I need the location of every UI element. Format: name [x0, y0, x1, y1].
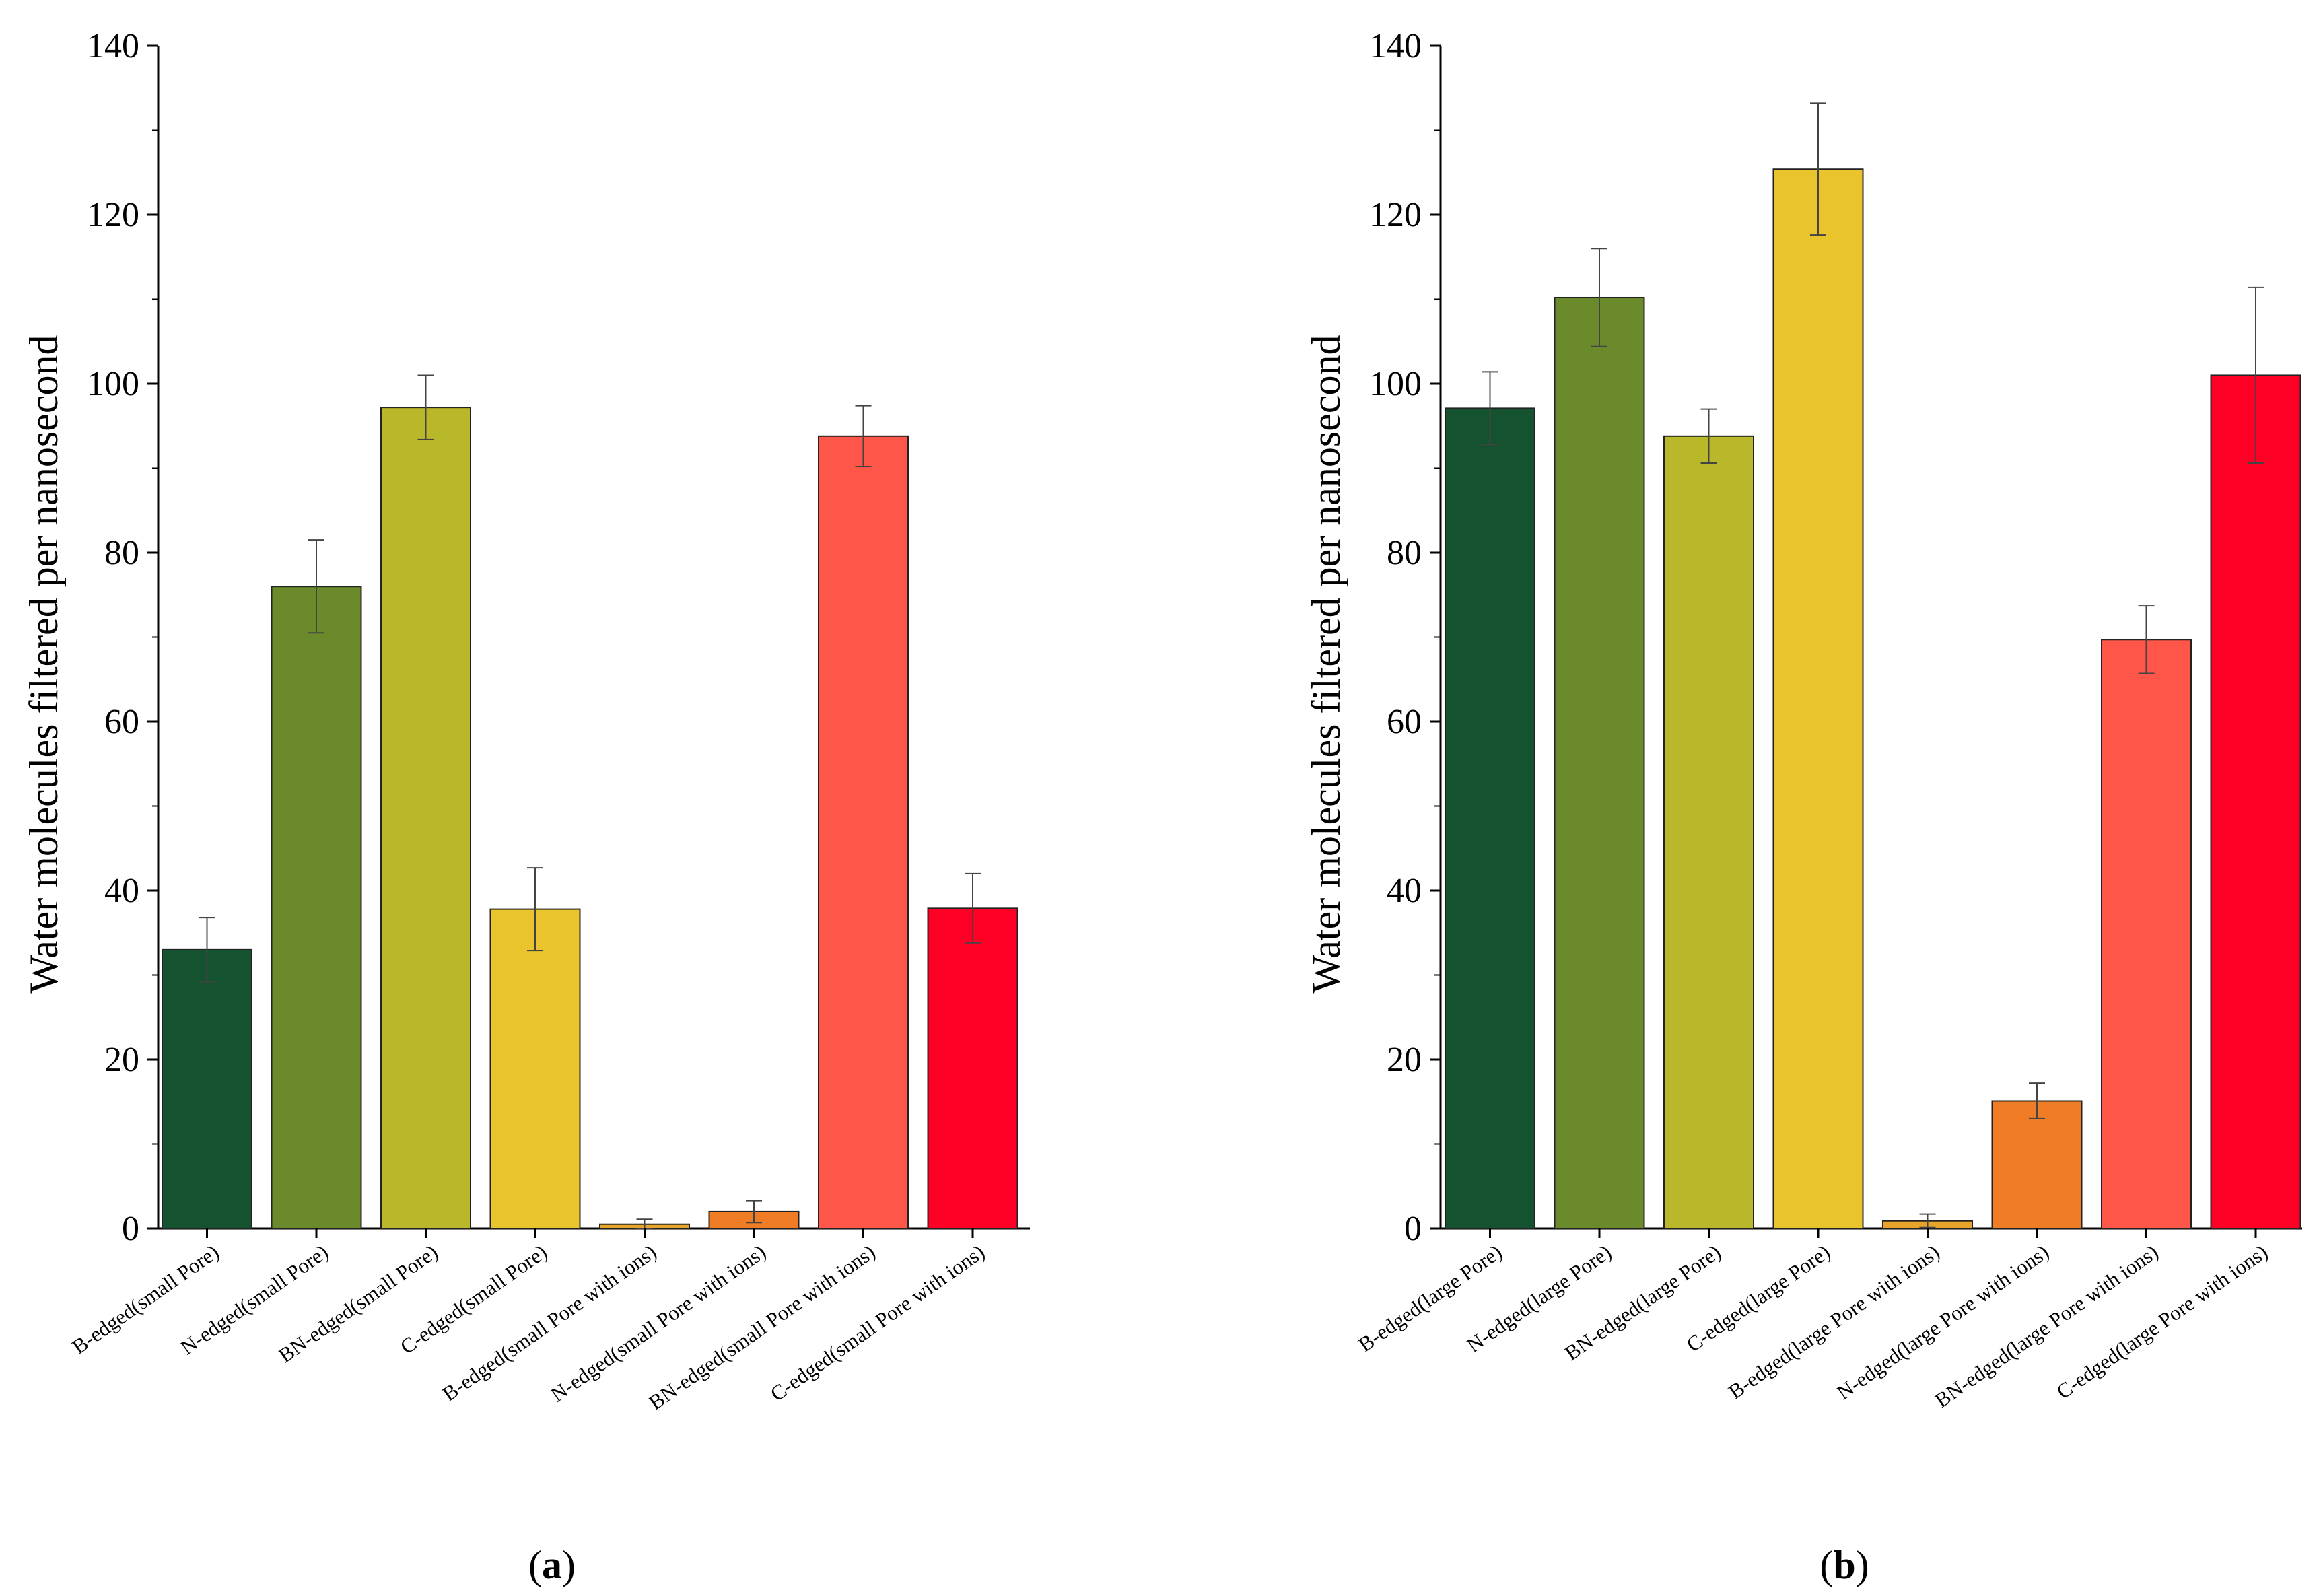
- x-tick-label: BN-edged(small Pore with ions): [644, 1240, 879, 1414]
- bar: [162, 948, 252, 1229]
- bar: [818, 435, 909, 1229]
- bar: [927, 907, 1018, 1229]
- x-tick-label: C-edged(small Pore with ions): [766, 1240, 989, 1406]
- bar: [489, 908, 581, 1229]
- y-tick-label: 100: [1369, 365, 1422, 403]
- y-tick-label: 20: [1387, 1041, 1422, 1079]
- y-tick-label: 140: [87, 27, 139, 65]
- x-tick-label: BN-edged(large Pore with ions): [1931, 1240, 2163, 1412]
- y-tick-label: 140: [1369, 27, 1422, 65]
- panel-label: (a): [528, 1543, 576, 1587]
- bar: [1445, 407, 1535, 1229]
- y-tick-label: 60: [104, 703, 139, 741]
- x-tick-label: N-edged(large Pore with ions): [1832, 1240, 2053, 1404]
- x-tick-label: B-edged(small Pore with ions): [438, 1240, 660, 1406]
- y-axis-title: Water molecules filtered per nanosecond: [1304, 335, 1348, 993]
- y-tick-label: 40: [1387, 872, 1422, 910]
- panel-label: (b): [1820, 1543, 1869, 1587]
- y-tick-label: 120: [87, 196, 139, 234]
- y-tick-label: 20: [104, 1041, 139, 1079]
- bar: [1991, 1100, 2083, 1229]
- bar: [1663, 435, 1754, 1229]
- y-axis-title: Water molecules filtered per nanosecond: [22, 335, 66, 993]
- bar: [1772, 168, 1864, 1230]
- y-tick-label: 60: [1387, 703, 1422, 741]
- bar: [271, 586, 362, 1229]
- x-tick-label: C-edged(large Pore with ions): [2052, 1240, 2272, 1403]
- panel-letter: a: [542, 1543, 562, 1587]
- bar: [1554, 296, 1645, 1229]
- bar: [2210, 374, 2301, 1230]
- x-tick-label: N-edged(small Pore with ions): [547, 1240, 771, 1406]
- panel-letter: b: [1833, 1543, 1855, 1587]
- y-tick-label: 0: [122, 1210, 139, 1248]
- y-tick-label: 120: [1369, 196, 1422, 234]
- bar: [380, 407, 471, 1229]
- y-tick-label: 0: [1404, 1210, 1422, 1248]
- chart-panel-a: 0 20 40 60 80 100 120 140 Water molecules filter…: [22, 27, 1030, 1587]
- y-tick-label: 40: [104, 872, 139, 910]
- x-tick-label: B-edged(large Pore with ions): [1724, 1240, 1943, 1403]
- y-tick-label: 100: [87, 365, 139, 403]
- y-tick-label: 80: [1387, 534, 1422, 572]
- chart-panel-b: 0 20 40 60 80 100 120 140 Water molecules filter…: [1304, 27, 2302, 1587]
- y-tick-label: 80: [104, 534, 139, 572]
- bar: [2101, 639, 2192, 1229]
